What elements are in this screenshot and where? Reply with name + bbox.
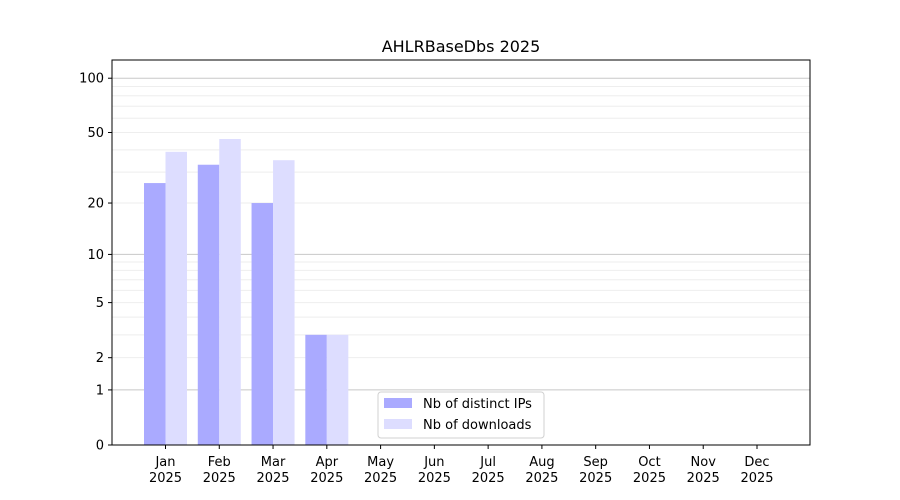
legend: Nb of distinct IPs Nb of downloads (377, 391, 545, 439)
y-tick-label: 10 (87, 248, 104, 263)
y-tick-label: 20 (87, 197, 104, 212)
x-tick-label: Jun 2025 (418, 455, 451, 486)
chart-title: AHLRBaseDbs 2025 (382, 37, 541, 56)
x-tick-label: Sep 2025 (579, 455, 612, 486)
bar-distinct-ips (251, 203, 274, 445)
x-tick-label: Apr 2025 (310, 455, 343, 486)
x-tick-label: Mar 2025 (256, 455, 289, 486)
y-tick-label: 100 (79, 72, 104, 87)
plot-frame (111, 59, 811, 446)
y-axis: 0 1 2 5 10 20 50 100 (79, 72, 112, 454)
bar-downloads (273, 160, 295, 445)
x-tick-label: Jul 2025 (472, 455, 505, 486)
x-tick-label: Aug 2025 (525, 455, 558, 486)
legend-label: Nb of downloads (423, 418, 532, 433)
bar-downloads (165, 151, 187, 445)
bars (144, 139, 349, 445)
y-tick-label: 50 (87, 126, 104, 141)
legend-label: Nb of distinct IPs (423, 397, 532, 412)
x-tick-label: Oct 2025 (633, 455, 666, 486)
bar-distinct-ips (197, 164, 220, 445)
x-tick-label: Feb 2025 (203, 455, 236, 486)
y-tick-label: 5 (96, 296, 104, 311)
y-tick-label: 0 (96, 439, 104, 454)
x-axis: Jan 2025 Feb 2025 Mar 2025 Apr 2025 May 2025 Jun 20… (149, 445, 774, 486)
bar-distinct-ips (305, 334, 327, 445)
x-tick-label: Jan 2025 (149, 455, 182, 486)
legend-swatch (384, 398, 412, 408)
legend-swatch (384, 419, 412, 429)
bar-distinct-ips (144, 183, 166, 445)
bar-downloads (326, 334, 349, 445)
y-tick-label: 1 (96, 383, 104, 398)
legend-box (377, 391, 545, 439)
bar-downloads (219, 139, 241, 445)
x-tick-label: May 2025 (364, 455, 397, 486)
y-tick-label: 2 (96, 351, 104, 366)
x-tick-label: Dec 2025 (740, 455, 773, 486)
x-tick-label: Nov 2025 (687, 455, 720, 486)
